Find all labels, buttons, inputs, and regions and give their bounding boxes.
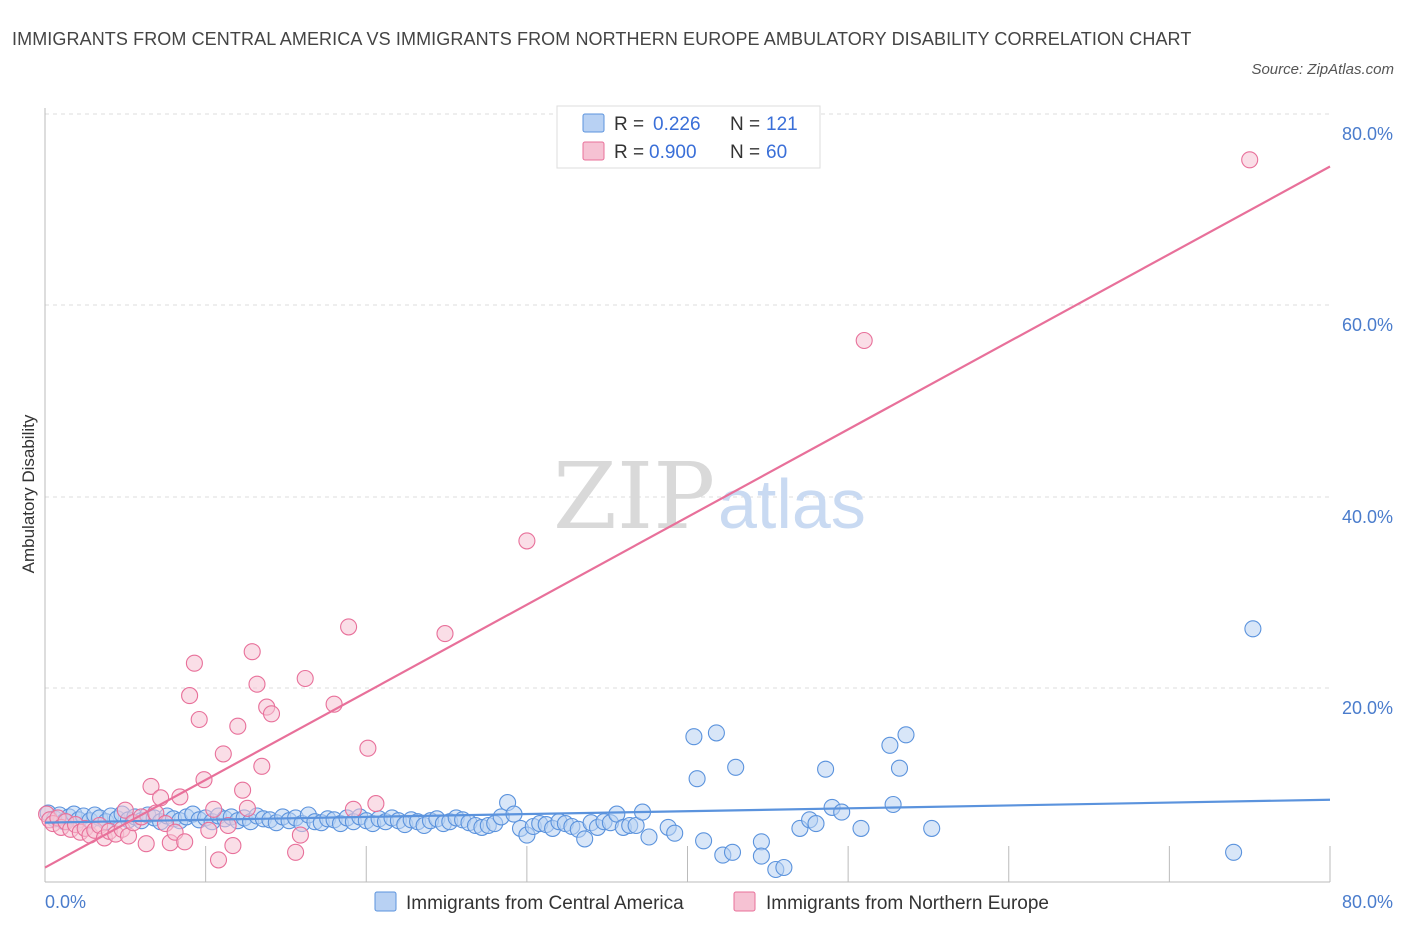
point-central-america xyxy=(1244,620,1262,638)
point-northern-europe xyxy=(262,705,281,723)
legend-swatch-northern-europe xyxy=(582,141,605,161)
series-legend-central-america: Immigrants from Central America xyxy=(406,893,684,914)
point-northern-europe xyxy=(137,835,155,853)
point-central-america xyxy=(727,758,745,776)
point-northern-europe xyxy=(200,821,218,839)
series-legend-swatch-central-america xyxy=(374,891,397,912)
point-central-america xyxy=(723,843,742,861)
point-northern-europe xyxy=(185,654,203,672)
series-legend-swatch-northern-europe xyxy=(733,891,756,912)
point-central-america xyxy=(666,824,684,842)
point-central-america xyxy=(852,819,870,837)
point-northern-europe xyxy=(518,532,536,550)
x-tick-label-min: 0.0% xyxy=(45,892,86,912)
point-northern-europe xyxy=(142,777,160,795)
point-northern-europe xyxy=(219,816,237,835)
legend-swatch-central-america xyxy=(582,113,605,133)
point-northern-europe xyxy=(214,745,232,763)
point-central-america xyxy=(807,815,825,833)
point-central-america xyxy=(884,795,902,814)
y-tick-label: 80.0% xyxy=(1342,124,1393,144)
point-northern-europe xyxy=(367,795,385,813)
point-central-america xyxy=(752,847,770,865)
point-central-america xyxy=(890,759,909,777)
point-northern-europe xyxy=(253,757,271,775)
legend-r-label: R = xyxy=(614,142,644,163)
legend-n-value: 121 xyxy=(766,114,798,135)
point-northern-europe xyxy=(238,799,256,817)
point-northern-europe xyxy=(209,851,228,869)
point-central-america xyxy=(707,724,725,742)
watermark: ZIP atlas xyxy=(553,443,866,550)
point-northern-europe xyxy=(243,643,261,661)
trend-line-central-america xyxy=(44,798,1331,824)
y-tick-label: 40.0% xyxy=(1342,507,1393,527)
point-northern-europe xyxy=(190,710,208,729)
point-northern-europe xyxy=(1241,151,1259,169)
watermark-zip: ZIP xyxy=(553,443,715,550)
y-axis-tick-labels: 20.0% 40.0% 60.0% 80.0% xyxy=(1342,124,1393,718)
legend-n-value: 60 xyxy=(766,142,787,163)
grid-lines xyxy=(45,113,1330,689)
point-central-america xyxy=(897,726,915,744)
point-northern-europe xyxy=(248,675,266,693)
point-central-america xyxy=(685,728,703,746)
legend-r-label: R = xyxy=(614,114,644,135)
point-central-america xyxy=(833,803,851,821)
x-tick-label-max: 80.0% xyxy=(1342,892,1393,912)
chart-source: Source: ZipAtlas.com xyxy=(1251,61,1394,78)
legend-n-label: N = xyxy=(730,142,760,163)
series-legend-northern-europe: Immigrants from Northern Europe xyxy=(766,893,1049,914)
point-central-america xyxy=(817,760,835,778)
point-northern-europe xyxy=(291,826,309,844)
y-axis-label: Ambulatory Disability xyxy=(19,414,38,573)
point-central-america xyxy=(688,770,706,788)
series-legend: Immigrants from Central America Immigran… xyxy=(374,891,1049,914)
point-northern-europe xyxy=(234,781,252,799)
legend-r-value: 0.226 xyxy=(653,114,701,135)
point-northern-europe xyxy=(116,801,134,819)
point-northern-europe xyxy=(436,625,454,643)
point-northern-europe xyxy=(205,800,223,818)
y-tick-label: 60.0% xyxy=(1342,315,1393,335)
point-northern-europe xyxy=(296,669,314,688)
point-central-america xyxy=(576,830,594,848)
point-central-america xyxy=(752,833,770,851)
point-northern-europe xyxy=(359,739,377,757)
point-northern-europe xyxy=(287,843,305,861)
legend-r-value: 0.900 xyxy=(649,142,697,163)
x-axis-ticks xyxy=(205,846,1331,882)
correlation-legend: R = 0.226 N = 121 R = 0.900 N = 60 xyxy=(556,105,821,169)
chart-title: IMMIGRANTS FROM CENTRAL AMERICA VS IMMIG… xyxy=(12,29,1192,49)
point-northern-europe xyxy=(181,687,199,705)
legend-n-label: N = xyxy=(730,114,760,135)
point-central-america xyxy=(881,736,899,754)
point-central-america xyxy=(775,858,793,877)
y-tick-label: 20.0% xyxy=(1342,698,1393,718)
point-northern-europe xyxy=(229,717,247,735)
point-northern-europe xyxy=(340,618,358,636)
point-northern-europe xyxy=(224,837,242,855)
watermark-atlas: atlas xyxy=(718,465,866,543)
point-northern-europe xyxy=(344,800,362,818)
point-northern-europe xyxy=(176,833,194,851)
trend-line-northern-europe xyxy=(44,165,1331,869)
point-central-america xyxy=(923,819,941,837)
series-northern-europe-points xyxy=(38,151,1259,869)
point-central-america xyxy=(1225,843,1243,861)
point-central-america xyxy=(695,832,713,850)
point-northern-europe xyxy=(855,331,873,350)
point-central-america xyxy=(640,828,658,846)
